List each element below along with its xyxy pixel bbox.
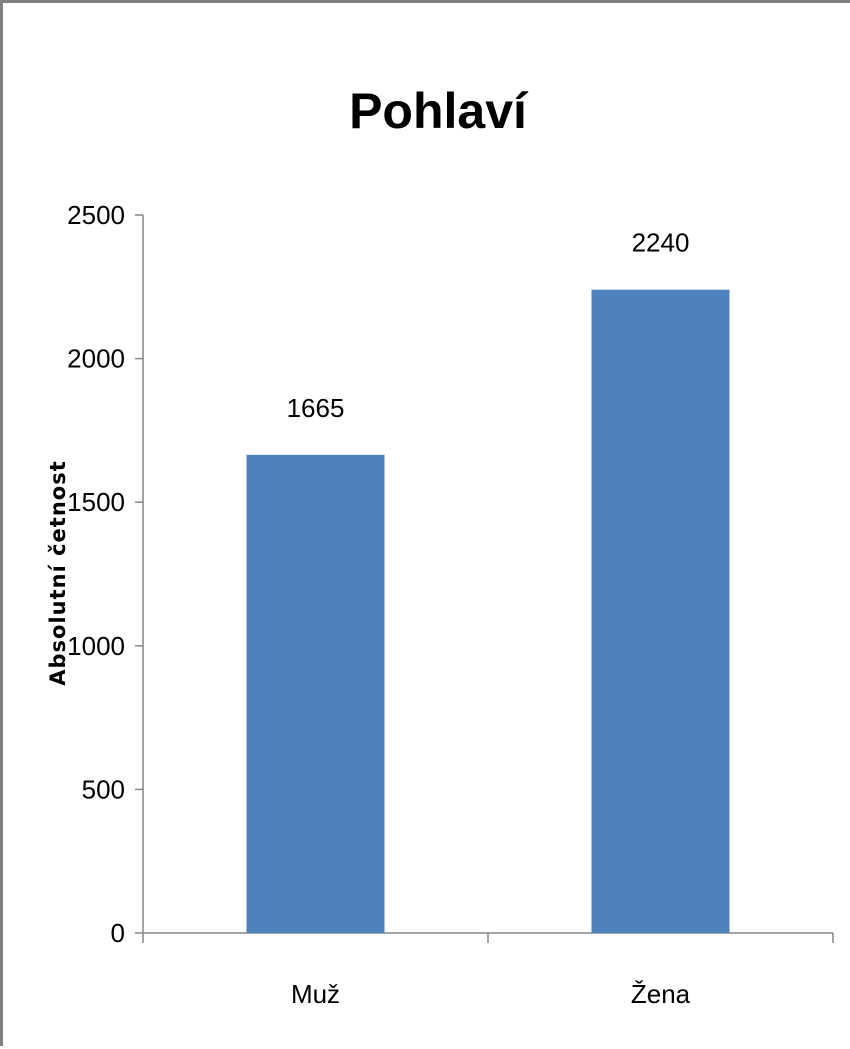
- bar-chart: Pohlaví Absolutní četnost 0 500 1000 1500 20…: [46, 83, 834, 1009]
- y-tick-label: 500: [82, 774, 125, 804]
- y-tick-label: 0: [111, 918, 125, 948]
- axes: 0 500 1000 1500 2000 2500: [67, 200, 834, 948]
- data-label: 1665: [287, 393, 345, 423]
- data-label: 2240: [632, 228, 690, 258]
- y-tick-label: 1500: [67, 487, 125, 517]
- bars: [246, 289, 730, 933]
- chart-title: Pohlaví: [349, 83, 529, 139]
- y-axis-label: Absolutní četnost: [46, 460, 70, 686]
- bar-1: [246, 454, 385, 933]
- x-tick-label: Žena: [631, 979, 691, 1009]
- y-tick-label: 2500: [67, 200, 125, 230]
- bar-2: [591, 289, 730, 933]
- y-tick-label: 1000: [67, 631, 125, 661]
- x-tick-label: Muž: [291, 979, 340, 1009]
- y-tick-label: 2000: [67, 344, 125, 374]
- labels: 1665 Muž 2240 Žena: [287, 228, 691, 1009]
